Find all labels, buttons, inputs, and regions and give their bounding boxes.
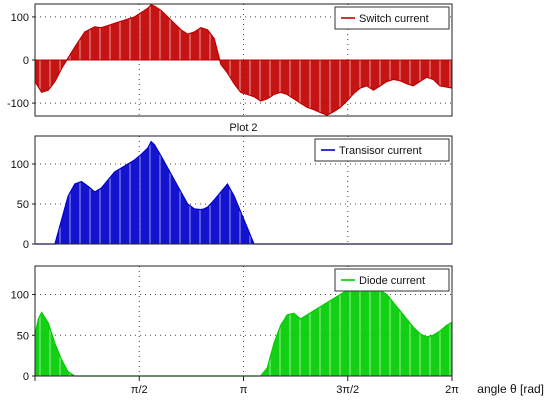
plot-panel-2: Plot 2 Transisor current 0 50 100 bbox=[11, 122, 453, 251]
series-line-1 bbox=[34, 4, 453, 116]
plot-panel-3: Diode current 0 50 100 bbox=[11, 265, 453, 383]
legend-label: Transisor current bbox=[339, 145, 422, 157]
y-tick-label: 100 bbox=[11, 290, 29, 302]
y-tick-label: -100 bbox=[7, 98, 29, 110]
y-tick-label: 0 bbox=[23, 239, 29, 251]
x-tick-label: π bbox=[240, 384, 248, 396]
series-hatch-2 bbox=[55, 142, 253, 244]
legend-box bbox=[334, 268, 450, 292]
series-area-2 bbox=[35, 141, 452, 244]
plot-panel-1: Switch current -100 0 100 bbox=[7, 3, 453, 117]
series-area-3 bbox=[35, 284, 452, 376]
y-tick-label: 50 bbox=[17, 199, 29, 211]
legend-box bbox=[334, 6, 450, 30]
legend-3: Diode current bbox=[334, 268, 450, 292]
plot-title: Plot 2 bbox=[229, 122, 257, 134]
x-axis-label: angle θ [rad] bbox=[477, 382, 544, 396]
y-tick-label: 50 bbox=[17, 330, 29, 342]
y-tick-label: 100 bbox=[11, 12, 29, 24]
legend-2: Transisor current bbox=[314, 138, 450, 162]
series-hatch-1 bbox=[35, 5, 451, 115]
x-tick-label: 3π/2 bbox=[336, 384, 359, 396]
series-hatch-3 bbox=[35, 284, 451, 376]
legend-1: Switch current bbox=[334, 6, 450, 30]
y-tick-label: 100 bbox=[11, 159, 29, 171]
x-tick-label: π/2 bbox=[131, 384, 148, 396]
legend-label: Diode current bbox=[359, 275, 425, 287]
legend-box bbox=[314, 138, 450, 162]
x-tick-label: 2π bbox=[445, 384, 459, 396]
y-tick-label: 0 bbox=[23, 371, 29, 383]
plot-frame bbox=[34, 135, 453, 245]
y-tick-label: 0 bbox=[23, 55, 29, 67]
series-line-2 bbox=[35, 140, 452, 245]
x-axis: π/2 π 3π/2 2π angle θ [rad] bbox=[34, 376, 544, 396]
legend-label: Switch current bbox=[359, 13, 429, 25]
